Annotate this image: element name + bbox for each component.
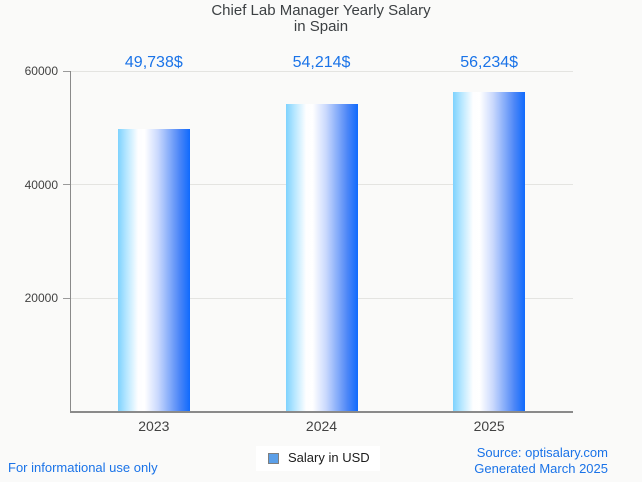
- source-attribution: Source: optisalary.com Generated March 2…: [474, 445, 608, 476]
- legend-label: Salary in USD: [288, 450, 370, 465]
- chart-title-line2: in Spain: [293, 18, 349, 35]
- legend-item[interactable]: Salary in USD: [256, 446, 380, 471]
- x-axis-label-2024: 2024: [305, 418, 338, 434]
- legend-swatch-icon: [268, 452, 279, 464]
- chart-title-line1: Chief Lab Manager Yearly Salary: [211, 2, 431, 19]
- gridline-60000: [70, 70, 573, 72]
- bar-2023[interactable]: [117, 129, 190, 412]
- source-line: Source: optisalary.com: [476, 445, 608, 460]
- y-tick-40000: [63, 184, 70, 186]
- y-axis-line: [70, 71, 71, 412]
- y-tick-20000: [63, 297, 70, 299]
- y-tick-60000: [63, 70, 70, 72]
- bar-2024[interactable]: [285, 104, 358, 412]
- bar-value-2025: 56,234$: [460, 54, 519, 71]
- bar-2025[interactable]: [453, 92, 526, 412]
- x-axis-label-2023: 2023: [138, 418, 170, 434]
- x-axis-line: [70, 411, 573, 413]
- y-axis-label-20000: 20000: [24, 291, 58, 306]
- disclaimer-text: For informational use only: [8, 460, 158, 475]
- generated-date: Generated March 2025: [474, 460, 608, 476]
- bar-value-2024: 54,214$: [292, 54, 351, 71]
- y-axis-label-60000: 60000: [24, 64, 58, 78]
- chart-title: Chief Lab Manager Yearly Salary in Spain: [0, 3, 642, 35]
- x-axis-label-2025: 2025: [473, 418, 505, 434]
- bar-value-2023: 49,738$: [124, 54, 183, 71]
- y-axis-label-40000: 40000: [24, 177, 58, 192]
